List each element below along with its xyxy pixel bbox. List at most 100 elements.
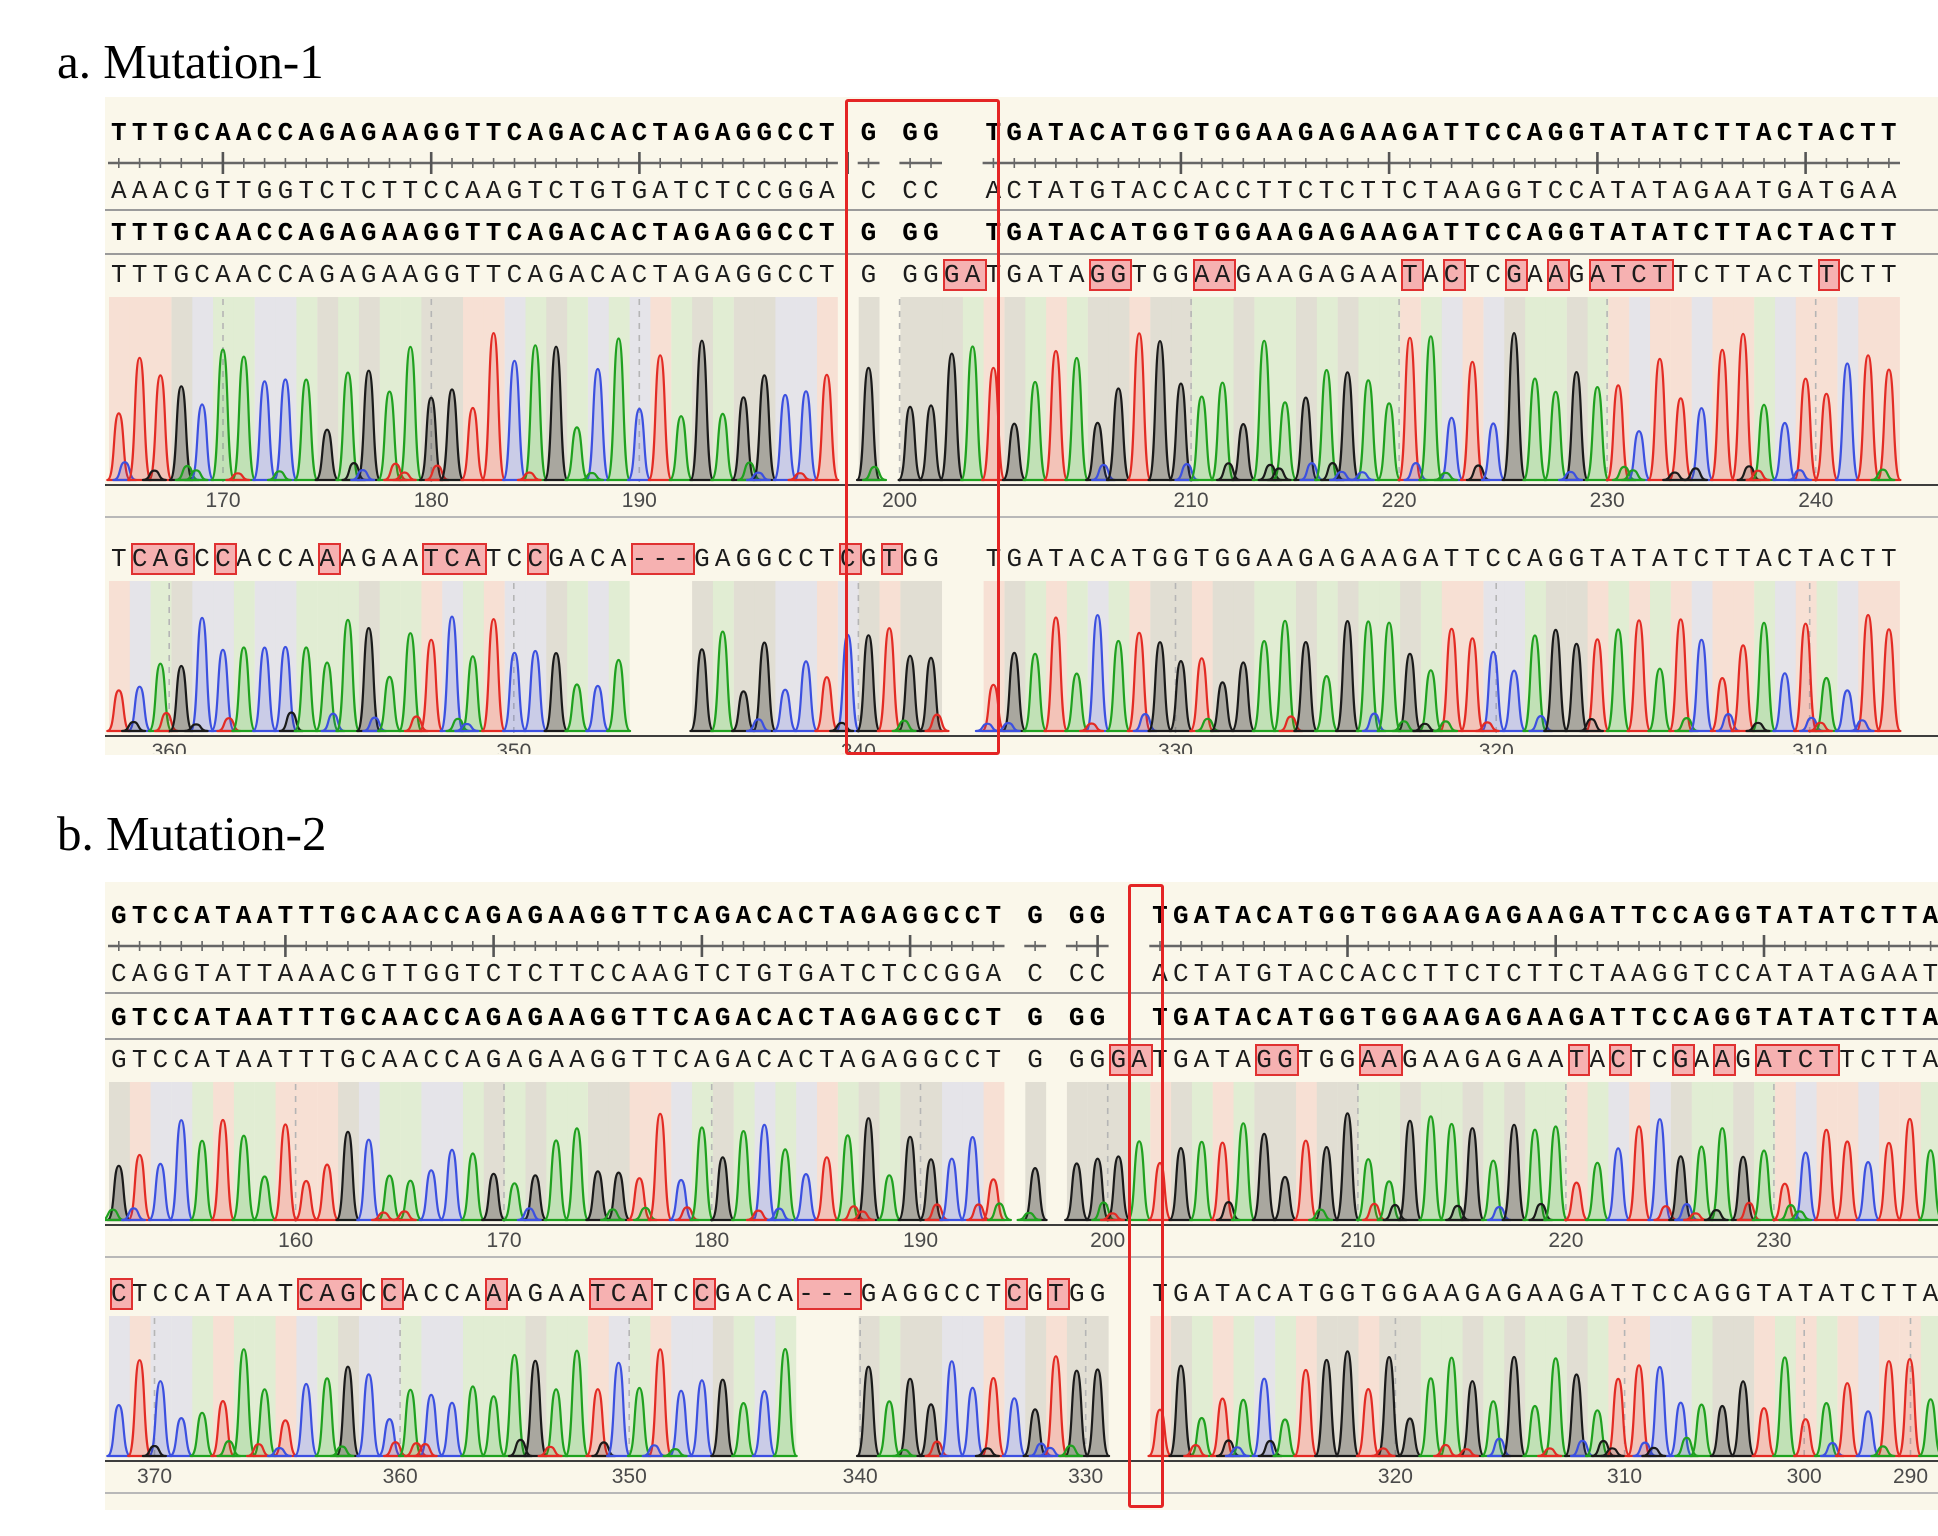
position-label: 310 [1792, 740, 1828, 754]
position-label: 180 [413, 489, 449, 512]
sequence-text: G [1027, 1279, 1049, 1309]
sequence-text: GTCCATAATTTGCAACCAGAGAAGGTTCAGACACTAGAGG… [111, 1045, 1111, 1075]
sequence-text: TTTGCAACCAGAGAAGGTTCAGACACTAGAGGCCT G GG… [111, 118, 1902, 148]
sequence-text: G [1735, 1045, 1757, 1075]
position-label: 210 [1173, 489, 1209, 512]
position-label: 170 [486, 1229, 522, 1252]
sequence-text: A [1693, 1045, 1715, 1075]
sequence-text: AGAA [340, 544, 424, 574]
chromatogram-trace-reverse [106, 581, 1902, 733]
position-label: 220 [1548, 1229, 1584, 1252]
sequence-text: AAACGTTGGTCTCTTCCAAGTCTGTGATCTCCGGA C CC… [111, 176, 1902, 206]
reverse-read-sequence-row: TCAGCCACCAAAGAATCATCCGACA---GAGGCCTCGTGG… [111, 543, 1902, 575]
sequence-text: T [111, 544, 132, 574]
mismatch-highlight: CAG [130, 543, 196, 575]
position-label: 190 [621, 489, 657, 512]
mismatch-highlight: AA [1192, 259, 1237, 291]
position-label: 220 [1381, 489, 1417, 512]
position-label: 230 [1589, 489, 1625, 512]
position-label: 310 [1607, 1465, 1643, 1488]
mismatch-highlight: A [1713, 1044, 1737, 1076]
sequence-text: GACA [548, 544, 632, 574]
sequence-text: GAGGCCT [860, 1279, 1007, 1309]
position-label: 340 [842, 1465, 878, 1488]
position-label: 370 [136, 1465, 173, 1488]
complement-sequence-row: AAACGTTGGTCTCTTCCAAGTCTGTGATCTCCGGA C CC… [111, 177, 1902, 205]
reverse-read-sequence-row: CTCCATAATCAGCCACCAAAGAATCATCCGACA---GAGG… [110, 1278, 1938, 1310]
reverse-trace-position-axis: 370 360 350 340 330 320 310 300 290 [105, 1460, 1938, 1494]
mismatch-highlight: C [1442, 259, 1466, 291]
sequence-text: GTCCATAATTTGCAACCAGAGAAGGTTCAGACACTAGAGG… [111, 901, 1938, 931]
reverse-trace-position-axis: 360 350 340 330 320 310 [105, 735, 1938, 754]
sequence-text: TGATA [985, 260, 1090, 290]
mutation-highlight-box [845, 99, 1000, 755]
position-label: 350 [611, 1465, 647, 1488]
position-label: 320 [1377, 1465, 1413, 1488]
mutation-highlight-box [1128, 884, 1164, 1508]
mismatch-highlight: T [1817, 259, 1841, 291]
forward-trace-position-axis: 160 170 180 190 200 210 220 230 [105, 1224, 1938, 1258]
sequence-text: TGG [1297, 1045, 1361, 1075]
sequence-text: GAGGCCT [694, 544, 840, 574]
mismatch-highlight: G [1505, 259, 1529, 291]
mismatch-highlight: GG [1255, 1044, 1299, 1076]
sequence-text: TC [1631, 1045, 1673, 1075]
sequence-text: AGAA [506, 1279, 590, 1309]
mismatch-highlight: C [1609, 1044, 1633, 1076]
mismatch-highlight: C [526, 543, 550, 575]
row-divider [105, 253, 1938, 255]
sequence-text: TCTTACT [1672, 260, 1819, 290]
mismatch-highlight: AA [1359, 1044, 1404, 1076]
position-label: 350 [496, 740, 532, 754]
position-label: 300 [1786, 1465, 1822, 1488]
sequence-text: G [1568, 260, 1590, 290]
row-divider [105, 209, 1938, 211]
sequence-text: TTTGCAACCAGAGAAGGTTCAGACACTAGAGGCCT G GG… [111, 218, 1902, 248]
sequence-text: CTT [1839, 260, 1902, 290]
mismatch-highlight: T [880, 543, 904, 575]
sequence-text: GACA [714, 1279, 799, 1309]
mismatch-highlight: C [380, 1278, 404, 1310]
sequence-text: A [1422, 260, 1444, 290]
panel-mutation-2: GTCCATAATTTGCAACCAGAGAAGGTTCAGACACTAGAGG… [105, 882, 1938, 1510]
sequence-text: TTTGCAACCAGAGAAGGTTCAGACACTAGAGGCCT G GG [111, 260, 944, 290]
mismatch-highlight: T [1047, 1278, 1070, 1310]
position-label: 170 [205, 489, 241, 512]
alignment-ruler [108, 935, 1938, 957]
panel-label-mutation-1: a. Mutation-1 [57, 34, 324, 89]
sequence-text: TC [1464, 260, 1507, 290]
mismatch-highlight: ATCT [1588, 259, 1674, 291]
sequence-text: TGG [1131, 260, 1194, 290]
sequence-text: GTCCATAATTTGCAACCAGAGAAGGTTCAGACACTAGAGG… [111, 1003, 1938, 1033]
position-label: 180 [694, 1229, 730, 1252]
position-label: 360 [382, 1465, 418, 1488]
mismatch-highlight: --- [630, 543, 696, 575]
sequence-text: ACCA [235, 544, 320, 574]
reference-sequence-row: TTTGCAACCAGAGAAGGTTCAGACACTAGAGGCCT G GG… [111, 119, 1902, 147]
row-divider [105, 1038, 1938, 1040]
mismatch-highlight: C [1005, 1278, 1029, 1310]
sequence-text: TC [652, 1279, 695, 1309]
consensus-sequence-row: GTCCATAATTTGCAACCAGAGAAGGTTCAGACACTAGAGG… [111, 1004, 1938, 1032]
mismatch-highlight: C [693, 1278, 716, 1310]
complement-sequence-row: CAGGTATTAAACGTTGGTCTCTTCCAAGTCTGTGATCTCC… [111, 960, 1938, 988]
chromatogram-trace-forward [106, 297, 1902, 482]
sequence-text: TC [485, 544, 528, 574]
position-label: 330 [1157, 740, 1193, 754]
mismatch-highlight: C [110, 1278, 133, 1310]
position-label: 290 [1892, 1465, 1929, 1488]
mismatch-highlight: --- [797, 1278, 862, 1310]
mismatch-highlight: A [318, 543, 342, 575]
mismatch-highlight: C [214, 543, 237, 575]
mismatch-highlight: CAG [297, 1278, 362, 1310]
mismatch-highlight: G [1671, 1044, 1695, 1076]
forward-read-sequence-row: GTCCATAATTTGCAACCAGAGAAGGTTCAGACACTAGAGG… [111, 1044, 1938, 1076]
sequence-text: CAGGTATTAAACGTTGGTCTCTTCCAAGTCTGTGATCTCC… [111, 959, 1938, 989]
sequence-text: GAAGAGAA [1402, 1045, 1569, 1075]
position-label: 200 [1090, 1229, 1126, 1252]
mismatch-highlight: TCA [588, 1278, 654, 1310]
chromatogram-trace-reverse [106, 1316, 1938, 1458]
position-label: 190 [902, 1229, 939, 1252]
chromatogram-trace-forward [105, 1082, 1938, 1222]
